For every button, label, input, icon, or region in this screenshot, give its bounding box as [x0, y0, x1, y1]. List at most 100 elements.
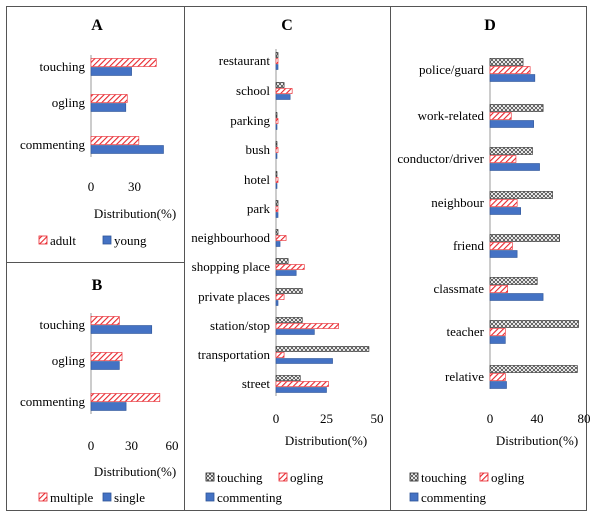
legend-swatch — [102, 492, 112, 502]
category-label: relative — [445, 369, 484, 384]
legend-swatch — [479, 472, 489, 482]
bar-ogling — [275, 58, 279, 64]
bar-adult — [90, 136, 140, 145]
bar-commenting — [489, 381, 507, 389]
bar-single — [90, 402, 127, 411]
category-label: station/stop — [210, 318, 270, 333]
bar-ogling — [275, 177, 279, 183]
bar-commenting — [275, 212, 279, 218]
bar-commenting — [275, 64, 279, 70]
bar-ogling — [275, 294, 285, 300]
bar-touching — [275, 82, 285, 88]
category-label: classmate — [433, 281, 484, 296]
x-tick-label: 30 — [128, 179, 141, 194]
bar-touching — [275, 171, 278, 177]
bar-touching — [489, 320, 579, 328]
bar-ogling — [275, 147, 279, 153]
bar-commenting — [275, 358, 333, 364]
bar-ogling — [275, 88, 293, 94]
x-tick-label: 0 — [487, 411, 494, 426]
category-label: shopping place — [192, 259, 271, 274]
bar-touching — [489, 147, 533, 155]
bar-touching — [275, 288, 303, 294]
category-label: touching — [40, 59, 86, 74]
category-label: teacher — [446, 324, 484, 339]
category-label: neighbourhood — [191, 230, 270, 245]
panel-a-title: A — [91, 17, 103, 34]
bar-multiple — [90, 316, 120, 325]
bar-touching — [489, 365, 578, 373]
panel-d-title: D — [484, 17, 496, 34]
panel-b-plot: touching ogling commenting 0 30 60 multiple sin… — [20, 313, 179, 505]
x-tick-label: 0 — [273, 411, 280, 426]
category-label: friend — [453, 238, 485, 253]
legend-label: single — [114, 490, 145, 505]
legend-swatch — [102, 235, 112, 245]
legend-swatch — [38, 492, 48, 502]
legend-label: young — [114, 233, 147, 248]
panel-c-plot: restaurant school parking bush hotel park neig… — [191, 49, 384, 505]
bar-commenting — [275, 124, 278, 130]
bar-ogling — [489, 66, 531, 74]
bar-ogling — [275, 264, 305, 270]
bar-ogling — [275, 235, 287, 241]
bar-touching — [489, 277, 538, 285]
bar-touching — [489, 58, 524, 66]
legend-label: commenting — [421, 490, 486, 505]
bar-adult — [90, 94, 128, 103]
legend-label: multiple — [50, 490, 94, 505]
bar-commenting — [489, 120, 534, 128]
category-label: bush — [245, 142, 270, 157]
panel-b-xlabel: Distribution(%) — [94, 464, 176, 479]
category-label: conductor/driver — [397, 151, 484, 166]
bar-touching — [275, 375, 301, 381]
category-label: ogling — [52, 95, 86, 110]
category-label: commenting — [20, 137, 85, 152]
bar-ogling — [275, 206, 279, 212]
bar-commenting — [489, 250, 518, 258]
bar-touching — [275, 229, 279, 235]
panel-d-xlabel: Distribution(%) — [496, 433, 578, 448]
panel-a-frame — [6, 6, 185, 263]
bar-commenting — [275, 329, 315, 335]
legend-swatch — [409, 492, 419, 502]
bar-touching — [275, 317, 303, 323]
legend-label: commenting — [217, 490, 282, 505]
x-tick-label: 50 — [371, 411, 384, 426]
panel-d-frame — [390, 6, 587, 511]
category-label: commenting — [20, 394, 85, 409]
legend-swatch — [278, 472, 288, 482]
bar-young — [90, 103, 127, 112]
x-tick-label: 25 — [320, 411, 333, 426]
category-label: ogling — [52, 353, 86, 368]
panel-c-title: C — [281, 17, 293, 34]
bar-touching — [489, 191, 553, 199]
bar-multiple — [90, 393, 161, 402]
bar-ogling — [489, 328, 506, 336]
bar-ogling — [489, 242, 513, 250]
bar-adult — [90, 58, 157, 67]
bar-commenting — [489, 163, 540, 171]
bar-commenting — [489, 293, 544, 301]
bar-commenting — [275, 270, 297, 276]
category-label: transportation — [198, 347, 271, 362]
category-label: street — [242, 376, 271, 391]
x-tick-label: 30 — [125, 438, 138, 453]
bar-commenting — [489, 336, 506, 344]
category-label: neighbour — [431, 195, 484, 210]
legend-label: touching — [421, 470, 467, 485]
bar-commenting — [275, 183, 278, 189]
bar-ogling — [275, 118, 279, 124]
bar-commenting — [275, 387, 327, 393]
legend-label: touching — [217, 470, 263, 485]
legend-swatch — [205, 472, 215, 482]
bar-single — [90, 361, 120, 370]
bar-ogling — [275, 323, 339, 329]
legend-swatch — [205, 492, 215, 502]
bar-touching — [489, 234, 560, 242]
panel-a-xlabel: Distribution(%) — [94, 206, 176, 221]
category-label: parking — [230, 113, 270, 128]
category-label: restaurant — [219, 53, 271, 68]
bar-ogling — [489, 373, 506, 381]
bar-young — [90, 145, 164, 154]
